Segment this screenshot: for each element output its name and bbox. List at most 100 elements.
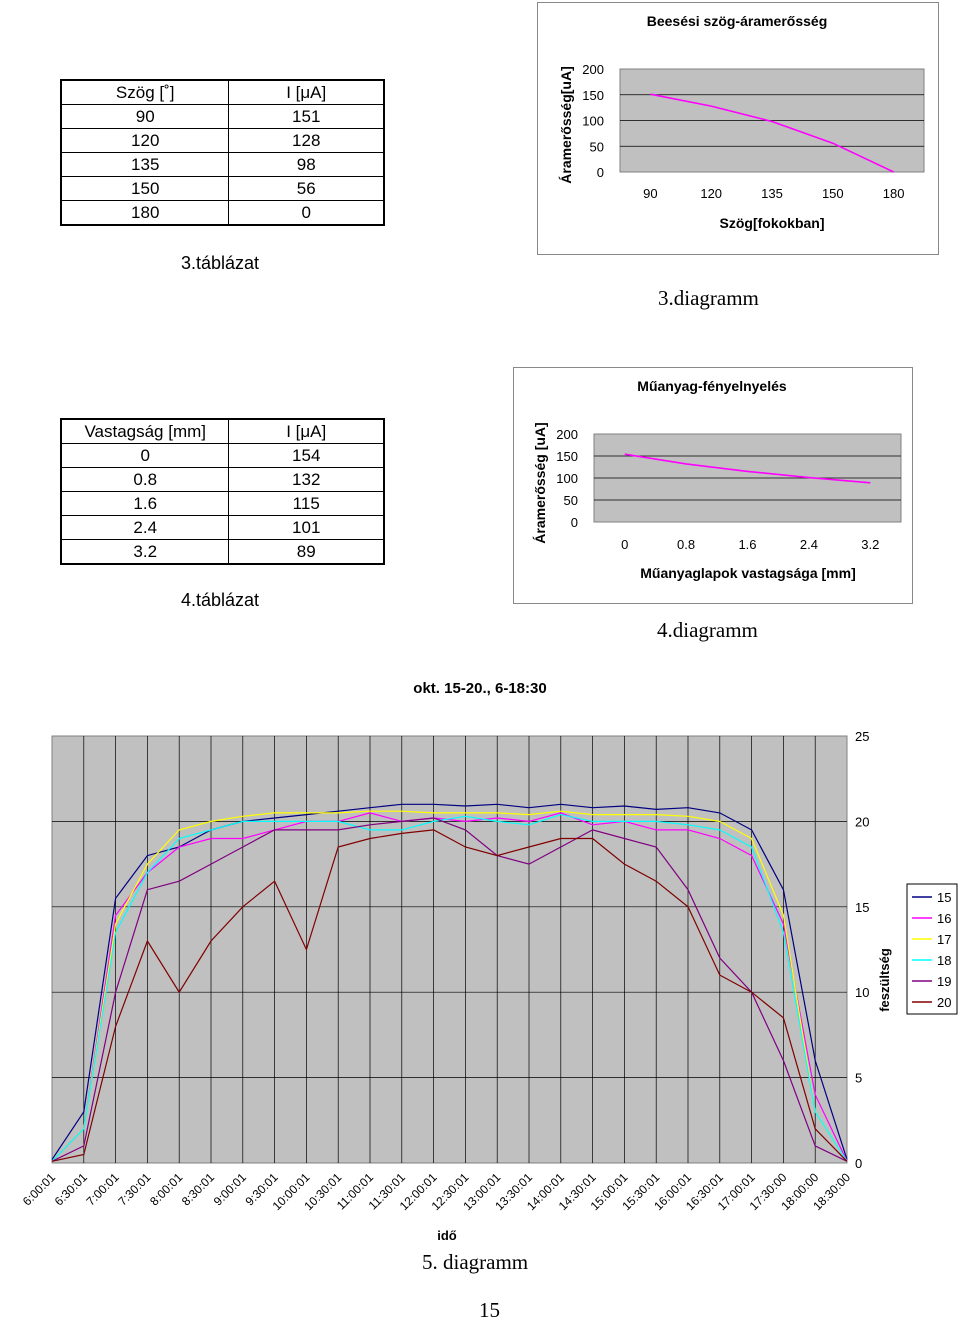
table-4-cell: 101	[228, 515, 385, 540]
y-tick-label: 100	[582, 114, 604, 129]
y-axis-title: feszültség	[877, 948, 892, 1012]
legend-label: 20	[937, 995, 951, 1010]
legend-label: 15	[937, 890, 951, 905]
diagram-4-caption: 4.diagramm	[657, 618, 758, 642]
table-3-row: 180 0	[60, 200, 385, 226]
y-tick-label: 150	[582, 88, 604, 103]
y-tick-label: 0	[597, 165, 604, 180]
chart-2-box: Műanyag-fényelnyelés 0 50 100 150 200 0 0.8 1.6 2…	[513, 367, 913, 604]
series-line	[51, 812, 848, 1162]
table-3-header-cell: Szög [˚]	[60, 79, 230, 105]
x-tick-label: 0	[621, 537, 628, 552]
series-line	[51, 810, 848, 1162]
chart-title: okt. 15-20., 6-18:30	[413, 680, 546, 697]
y-tick-label: 0	[855, 1156, 862, 1171]
diagram-3-caption: 3.diagramm	[658, 286, 759, 310]
y-tick-label: 25	[855, 729, 869, 744]
y-tick-label: 50	[590, 139, 604, 154]
table-4-caption: 4.táblázat	[181, 590, 260, 610]
table-3-row: 135 98	[60, 152, 385, 177]
x-tick-label: 7:00:01	[84, 1170, 122, 1208]
plot-area	[51, 735, 848, 1164]
table-4-cell: 1.6	[60, 491, 230, 516]
chart-title: Műanyag-fényelnyelés	[637, 378, 787, 394]
table-3: Szög [˚] I [μA] 90 151 120 128 135 98 150 56 180 0	[60, 79, 385, 226]
x-tick-label: 8:00:01	[147, 1170, 185, 1208]
table-3-cell: 98	[228, 152, 385, 177]
y-tick-label: 15	[855, 900, 869, 915]
table-4: Vastagság [mm] I [μA] 0 154 0.8 132 1.6 115 2.4 1…	[60, 418, 385, 565]
x-tick-label: 135	[761, 186, 783, 201]
series-line	[51, 817, 848, 1162]
table-3-caption: 3.táblázat	[181, 253, 260, 273]
diagram-5-caption: 5. diagramm	[422, 1250, 529, 1274]
y-tick-label: 200	[556, 427, 578, 442]
table-4-row: 0 154	[60, 443, 385, 468]
table-4-cell: 154	[228, 443, 385, 468]
table-3-header-cell: I [μA]	[228, 79, 385, 105]
x-axis-title: Szög[fokokban]	[720, 215, 825, 231]
table-4-cell: 89	[228, 539, 385, 565]
table-4-header-cell: Vastagság [mm]	[60, 418, 230, 444]
table-3-cell: 180	[60, 200, 230, 226]
y-tick-label: 0	[571, 515, 578, 530]
legend-label: 17	[937, 932, 951, 947]
y-tick-label: 100	[556, 471, 578, 486]
x-tick-label: 2.4	[800, 537, 818, 552]
y-tick-label: 50	[564, 493, 578, 508]
table-4-row: 2.4 101	[60, 515, 385, 540]
y-tick-label: 200	[582, 62, 604, 77]
legend-label: 19	[937, 974, 951, 989]
y-tick-label: 10	[855, 985, 869, 1000]
y-tick-label: 20	[855, 814, 869, 829]
x-tick-label: 6:30:01	[52, 1170, 90, 1208]
table-4-cell: 2.4	[60, 515, 230, 540]
table-3-cell: 56	[228, 176, 385, 201]
table-3-header-row: Szög [˚] I [μA]	[60, 79, 385, 105]
table-3-cell: 120	[60, 128, 230, 153]
y-tick-label: 150	[556, 449, 578, 464]
table-4-cell: 3.2	[60, 539, 230, 565]
page-number: 15	[479, 1298, 500, 1322]
series-line	[51, 829, 848, 1162]
table-3-cell: 135	[60, 152, 230, 177]
chart-3: okt. 15-20., 6-18:30 6:00:016:30:017:00:0…	[20, 680, 958, 1243]
x-tick-label: 90	[643, 186, 657, 201]
x-tick-label: 180	[883, 186, 905, 201]
x-tick-label: 7:30:01	[115, 1170, 153, 1208]
x-tick-label: 3.2	[861, 537, 879, 552]
table-3-cell: 90	[60, 104, 230, 129]
table-4-cell: 132	[228, 467, 385, 492]
series-line	[51, 803, 848, 1160]
table-3-row: 120 128	[60, 128, 385, 153]
x-tick-label: 8:30:01	[179, 1170, 217, 1208]
table-4-header-row: Vastagság [mm] I [μA]	[60, 418, 385, 444]
table-3-row: 150 56	[60, 176, 385, 201]
table-3-cell: 0	[228, 200, 385, 226]
table-4-cell: 115	[228, 491, 385, 516]
y-axis-title: Áramerősség[uA]	[558, 66, 574, 183]
y-tick-label: 5	[855, 1071, 862, 1086]
table-4-row: 3.2 89	[60, 539, 385, 565]
x-tick-label: 0.8	[677, 537, 695, 552]
table-3-cell: 150	[60, 176, 230, 201]
x-axis-title: Műanyaglapok vastagsága [mm]	[640, 565, 856, 581]
chart-1-box: Beesési szög-áramerősség 0 50 100 150 200 90 12…	[537, 2, 939, 255]
legend-label: 16	[937, 911, 951, 926]
table-3-row: 90 151	[60, 104, 385, 129]
table-3-cell: 151	[228, 104, 385, 129]
x-tick-label: 6:00:01	[20, 1170, 58, 1208]
table-4-row: 1.6 115	[60, 491, 385, 516]
x-tick-label: 1.6	[738, 537, 756, 552]
table-4-header-cell: I [μA]	[228, 418, 385, 444]
x-tick-label: 150	[822, 186, 844, 201]
legend-box	[906, 883, 958, 1015]
legend-label: 18	[937, 953, 951, 968]
table-4-cell: 0	[60, 443, 230, 468]
chart-2: Műanyag-fényelnyelés 0 50 100 150 200 0 0.8 1.6 2…	[532, 378, 902, 581]
table-3-cell: 128	[228, 128, 385, 153]
series-line	[650, 93, 894, 173]
series-line	[51, 813, 848, 1162]
table-4-row: 0.8 132	[60, 467, 385, 492]
series-line	[624, 453, 871, 484]
